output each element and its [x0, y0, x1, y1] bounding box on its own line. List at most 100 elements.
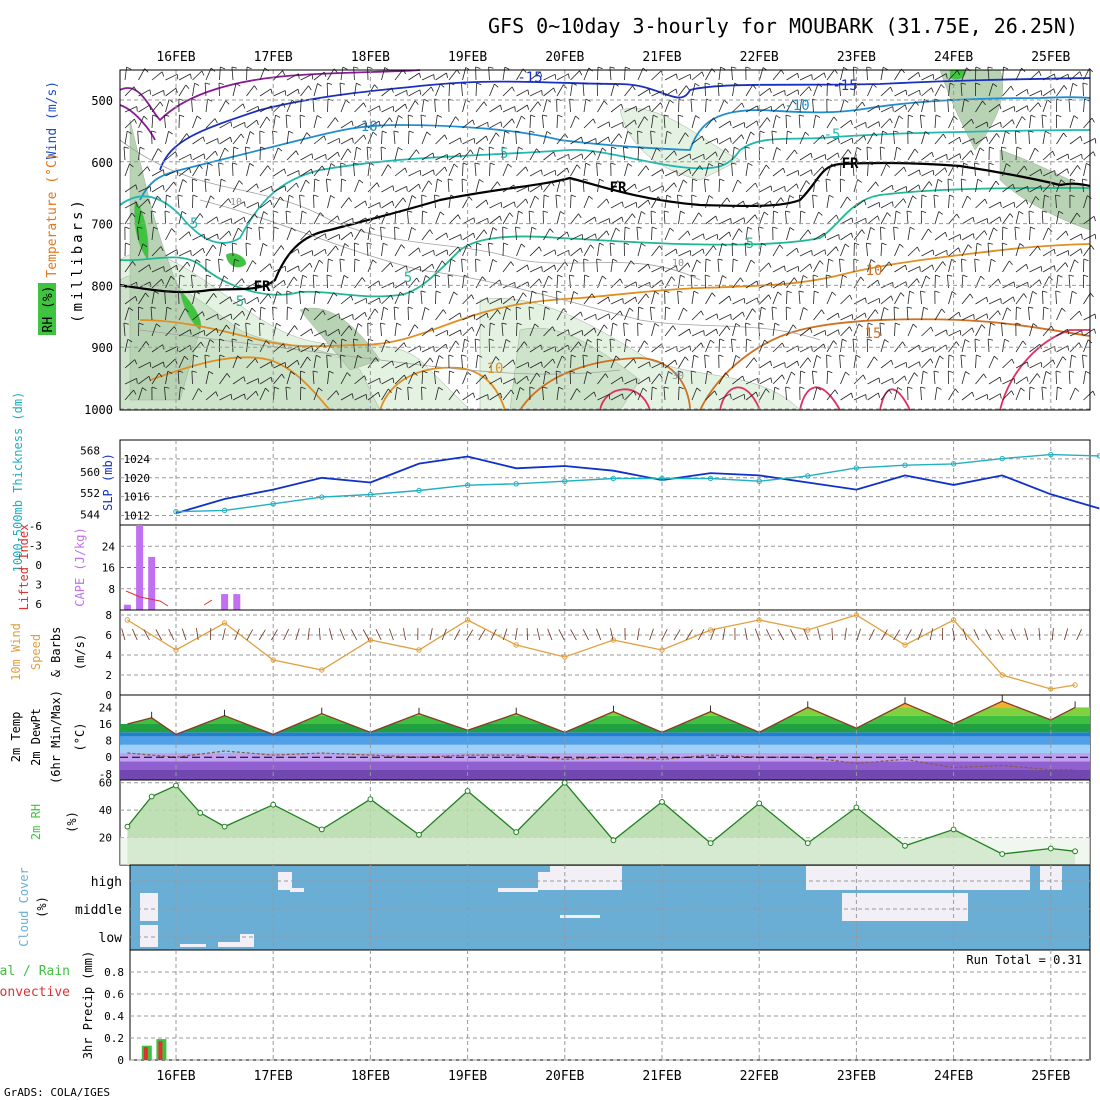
- wind-barb: [1015, 340, 1024, 353]
- wind-barb-flag: [214, 118, 218, 124]
- wind-barb-flag: [564, 261, 569, 267]
- wind-barb-flag: [916, 278, 920, 284]
- ylabel-wind10-a: 10m Wind: [9, 623, 23, 681]
- wind-barb: [556, 114, 558, 129]
- wind-barb-flag: [774, 386, 780, 390]
- wind-barb: [219, 324, 227, 337]
- wind-barb-flag: [357, 354, 362, 359]
- wind-barb-flag: [1013, 106, 1016, 112]
- wind-barb-flag: [770, 185, 773, 191]
- wind10-barb: [196, 628, 199, 641]
- wind-barb-flag: [132, 261, 136, 266]
- wind-barb-flag: [357, 323, 363, 327]
- wind-barb: [124, 261, 133, 273]
- wind-barb: [732, 102, 743, 113]
- wind-barb: [663, 114, 666, 129]
- wind-barb: [219, 393, 232, 401]
- wind-barb-flag: [277, 147, 283, 152]
- wind-barb: [259, 376, 272, 385]
- wind-barb-flag: [954, 388, 959, 393]
- wind-barb-flag: [1070, 178, 1076, 182]
- wind-barb: [543, 194, 545, 209]
- wind-barb-flag: [338, 313, 341, 319]
- wind-barb-flag: [965, 371, 970, 375]
- wind-barb-flag: [768, 262, 772, 268]
- wind-barb: [1068, 98, 1071, 113]
- wind-barb-flag: [823, 72, 826, 78]
- thickness-point: [902, 462, 908, 468]
- wind-barb: [165, 326, 175, 337]
- wind-barb-flag: [715, 215, 718, 221]
- wind-barb-flag: [271, 282, 273, 288]
- wind-barb-flag: [527, 281, 530, 287]
- wind-barb: [1015, 199, 1027, 209]
- wind10-barb: [526, 627, 528, 641]
- wind-barb-flag: [324, 249, 327, 255]
- wind-barb: [1056, 168, 1068, 177]
- wind-barb-flag: [225, 100, 230, 105]
- wind-barb-flag: [1072, 82, 1078, 87]
- wind-barb: [609, 338, 612, 353]
- wind-barb: [1056, 386, 1058, 401]
- wind-barb-flag: [256, 183, 259, 189]
- temp-band: [120, 744, 1090, 754]
- wind-barb: [623, 146, 625, 161]
- wind-barb: [354, 311, 366, 321]
- wind-barb-flag: [323, 135, 327, 141]
- wind-barb: [651, 386, 653, 401]
- wind10-barb: [403, 628, 406, 641]
- wind-barb: [664, 170, 677, 177]
- wind-barb-flag: [411, 227, 417, 231]
- wind-barb: [867, 132, 875, 145]
- wind-barb-flag: [249, 163, 255, 167]
- wind-barb-flag: [568, 73, 570, 79]
- wind-barb: [705, 328, 717, 337]
- wind-barb-flag: [1038, 71, 1042, 76]
- wind-barb: [786, 170, 799, 177]
- wind-barb-flag: [192, 194, 198, 198]
- wind-barb-flag: [587, 339, 592, 343]
- wind-barb-flag: [365, 200, 367, 206]
- wind-barb: [448, 246, 459, 257]
- wind-barb: [178, 133, 188, 145]
- wind-barb-flag: [409, 290, 415, 294]
- wind-barb-flag: [157, 195, 162, 200]
- wind-barb-flag: [867, 338, 873, 341]
- wind-barb-flag: [750, 131, 755, 136]
- wind-barb-flag: [364, 312, 367, 318]
- wind-barb: [826, 312, 839, 321]
- wind-barb-flag: [142, 387, 147, 391]
- wind-barb: [421, 86, 432, 97]
- wind-barb-flag: [590, 244, 595, 249]
- wind-barb-flag: [918, 184, 921, 190]
- wind10-point: [562, 654, 568, 660]
- wind-barb: [178, 250, 191, 257]
- wind-barb-flag: [192, 178, 198, 181]
- wind-barb: [164, 386, 166, 401]
- wind-barb-flag: [380, 226, 386, 229]
- wind-barb-flag: [761, 242, 767, 246]
- wind-barb: [1042, 73, 1055, 81]
- wind-barb: [637, 105, 650, 113]
- wind-barb-flag: [275, 114, 281, 118]
- wind-barb-flag: [735, 323, 741, 327]
- thickness-point: [367, 491, 374, 498]
- wind-barb-flag: [602, 275, 607, 280]
- wind-barb: [124, 118, 135, 129]
- contour-label: 10: [866, 263, 883, 279]
- wind-barb: [367, 84, 375, 97]
- wind-barb-flag: [815, 114, 821, 118]
- wind-barb-flag: [573, 291, 579, 295]
- wind-barb: [313, 330, 326, 337]
- wind-barb-flag: [716, 313, 719, 319]
- wind-barb: [462, 392, 474, 401]
- wind-barb-flag: [435, 274, 441, 277]
- wind10-point: [853, 612, 860, 618]
- thickness-point: [270, 501, 276, 507]
- wind-barb-flag: [363, 102, 367, 108]
- wind-barb: [894, 322, 896, 337]
- wind-barb: [975, 121, 988, 129]
- wind-barb: [516, 186, 529, 193]
- wind-barb: [785, 386, 787, 401]
- wind-barb: [907, 169, 920, 177]
